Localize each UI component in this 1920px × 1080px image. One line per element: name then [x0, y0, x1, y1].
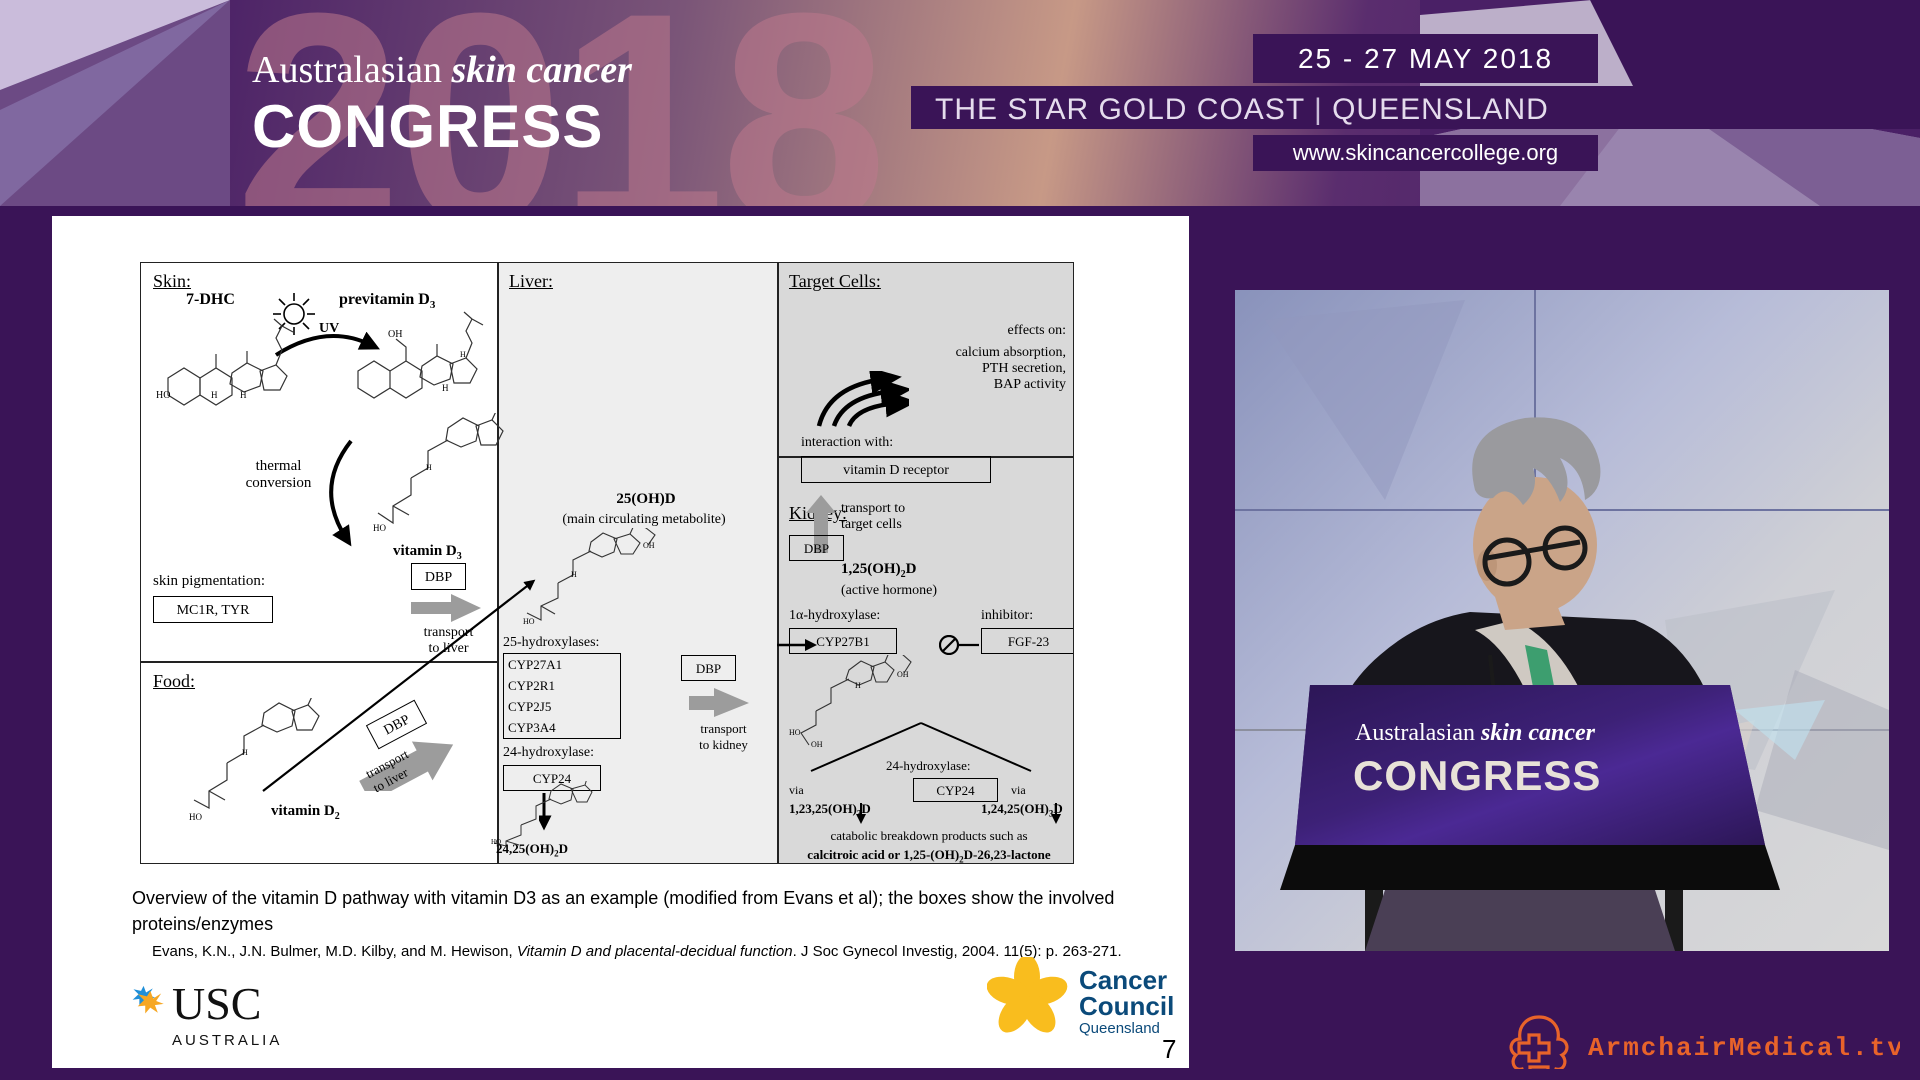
svg-text:H: H	[211, 390, 218, 400]
svg-text:H: H	[442, 383, 449, 393]
svg-text:HO: HO	[189, 812, 202, 822]
svg-text:ArmchairMedical.tv: ArmchairMedical.tv	[1588, 1033, 1900, 1063]
svg-text:HO: HO	[373, 523, 386, 533]
svg-text:H: H	[240, 390, 247, 400]
svg-text:OH: OH	[897, 670, 909, 679]
svg-text:HO: HO	[156, 390, 170, 401]
svg-text:H: H	[242, 748, 248, 757]
svg-text:OH: OH	[388, 329, 402, 340]
svg-text:HO: HO	[789, 728, 801, 737]
svg-text:OH: OH	[643, 541, 655, 550]
svg-text:H: H	[855, 681, 861, 690]
svg-text:H: H	[460, 350, 466, 359]
svg-text:H: H	[426, 463, 432, 472]
svg-text:H: H	[571, 570, 577, 579]
svg-text:CONGRESS: CONGRESS	[1353, 752, 1601, 799]
svg-text:Australasian skin cancer: Australasian skin cancer	[1355, 720, 1596, 746]
